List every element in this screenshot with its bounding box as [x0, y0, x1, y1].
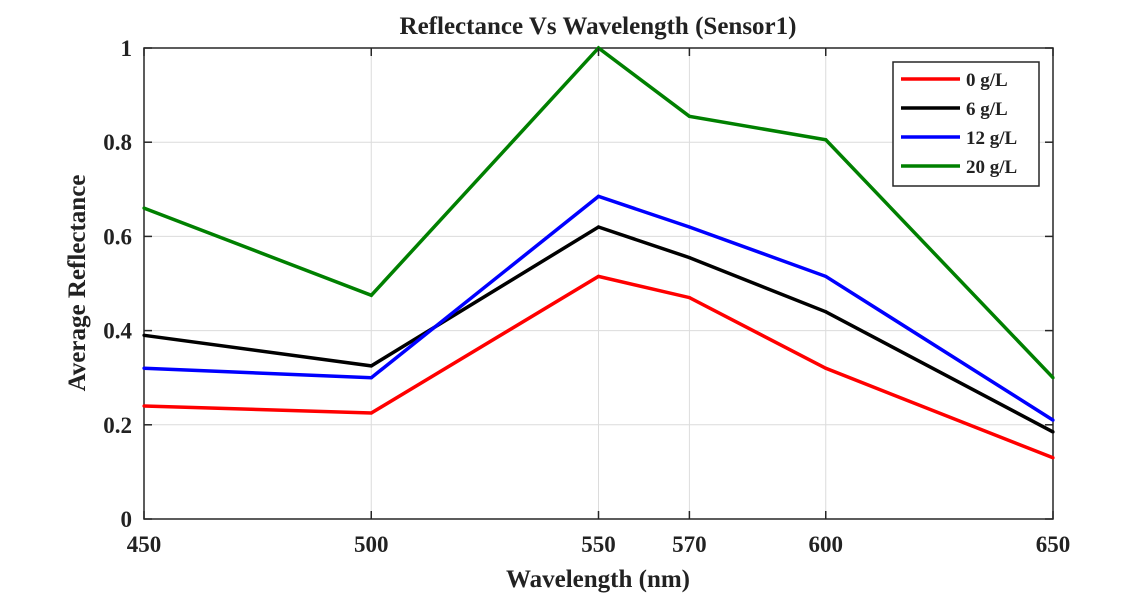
- data-point: [1051, 430, 1055, 434]
- data-point: [1051, 418, 1055, 422]
- x-tick-label: 550: [581, 532, 616, 557]
- y-tick-label: 0.4: [103, 319, 132, 344]
- legend-label-3: 20 g/L: [966, 157, 1017, 178]
- data-point: [687, 255, 692, 260]
- x-tick-label: 570: [672, 532, 707, 557]
- y-axis-ticks: 0 0.2 0.4 0.6 0.8 1: [103, 36, 1053, 532]
- data-point: [369, 364, 373, 368]
- series-lines: [142, 45, 1055, 460]
- data-point: [687, 114, 692, 118]
- data-point: [824, 310, 828, 314]
- x-tick-label: 650: [1036, 532, 1071, 557]
- data-point: [824, 366, 828, 370]
- data-point: [369, 411, 373, 415]
- data-point: [596, 225, 601, 229]
- data-point: [687, 225, 692, 229]
- data-point: [687, 296, 692, 300]
- x-tick-label: 500: [354, 532, 389, 557]
- series-line-3: [143, 45, 1055, 379]
- y-axis-label: Average Reflectance: [64, 175, 91, 392]
- legend: 0 g/L 6 g/L 12 g/L 20 g/L: [892, 61, 1040, 187]
- y-tick-label: 0.8: [103, 130, 132, 155]
- series-line-2: [143, 194, 1054, 422]
- y-tick-label: 0.2: [103, 413, 132, 438]
- data-point: [142, 404, 146, 408]
- legend-label-1: 6 g/L: [966, 99, 1008, 120]
- chart-title: Reflectance Vs Wavelength (Sensor1): [400, 13, 797, 40]
- series-line-0: [143, 274, 1054, 460]
- data-point: [824, 138, 828, 142]
- legend-label-2: 12 g/L: [966, 128, 1017, 149]
- y-tick-label: 0: [121, 507, 133, 532]
- data-point: [369, 376, 373, 380]
- y-tick-label: 1: [121, 36, 133, 61]
- legend-label-0: 0 g/L: [966, 70, 1008, 91]
- data-point: [824, 274, 828, 279]
- x-axis-label: Wavelength (nm): [506, 566, 690, 593]
- y-tick-label: 0.6: [103, 224, 132, 249]
- series-line-1: [143, 225, 1054, 434]
- data-point: [142, 366, 146, 370]
- data-point: [1051, 376, 1055, 380]
- data-point: [596, 194, 601, 198]
- x-tick-label: 450: [127, 532, 162, 557]
- data-point: [142, 333, 146, 337]
- data-point: [142, 206, 146, 210]
- data-point: [596, 274, 601, 279]
- data-point: [1051, 456, 1055, 460]
- x-tick-label: 600: [809, 532, 844, 557]
- x-axis-ticks: 450 500 550 570 600 650: [127, 48, 1071, 557]
- data-point: [369, 293, 373, 297]
